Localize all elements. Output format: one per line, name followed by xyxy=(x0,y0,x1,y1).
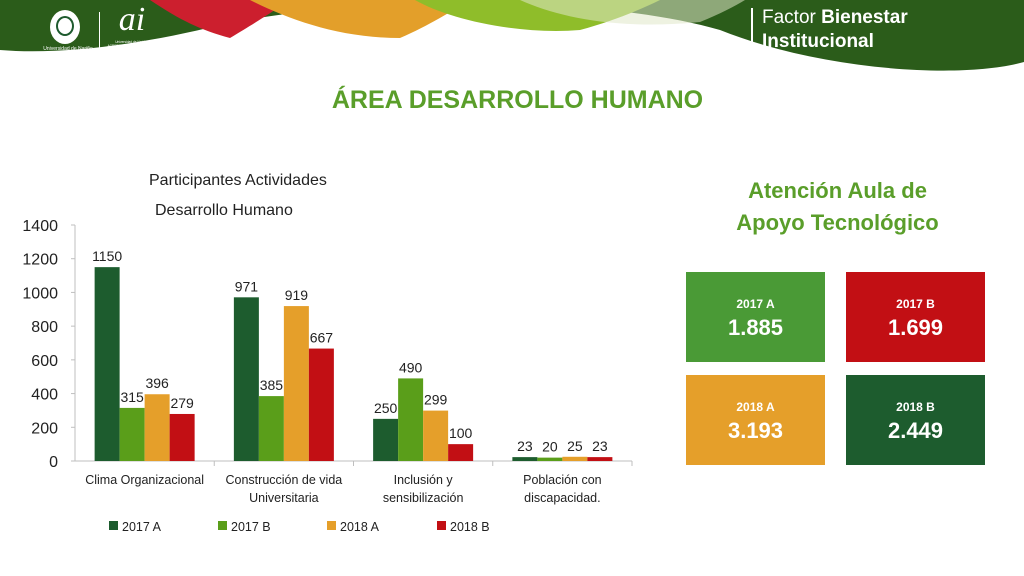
y-tick-label: 0 xyxy=(49,454,58,471)
accreditation-logo: ai Universidad de Nariño · ACREDITACIÓN … xyxy=(104,1,160,66)
bar xyxy=(373,418,399,461)
bar xyxy=(537,457,563,461)
legend-label: 2017 A xyxy=(122,520,162,534)
bar xyxy=(423,410,449,461)
legend-label: 2017 B xyxy=(231,520,271,534)
bar xyxy=(562,456,588,461)
bar-data-label: 396 xyxy=(145,375,169,391)
university-name: Universidad de Nariño xyxy=(43,46,93,52)
aula-title: Atención Aula de Apoyo Tecnológico xyxy=(700,175,975,239)
aula-box-label: 2017 B xyxy=(896,297,935,311)
aula-box-2017a: 2017 A 1.885 xyxy=(686,272,825,362)
aula-box-label: 2018 B xyxy=(896,400,935,414)
bar-data-label: 20 xyxy=(542,439,558,455)
category-label: Clima Organizacional xyxy=(85,473,204,487)
aula-box-2017b: 2017 B 1.699 xyxy=(846,272,985,362)
bar xyxy=(258,396,284,461)
bar-data-label: 25 xyxy=(567,438,583,454)
crest-icon xyxy=(50,10,80,44)
logo-divider xyxy=(99,12,100,56)
bar xyxy=(169,413,195,461)
aula-box-2018b: 2018 B 2.449 xyxy=(846,375,985,465)
factor-divider xyxy=(751,8,753,46)
page-title: ÁREA DESARROLLO HUMANO xyxy=(331,86,704,114)
aula-box-value: 3.193 xyxy=(727,418,784,443)
bar-data-label: 23 xyxy=(517,438,533,454)
legend-swatch xyxy=(218,521,227,530)
chart-title-line1: Participantes Actividades xyxy=(149,172,327,189)
bar xyxy=(144,394,170,461)
bar xyxy=(512,457,538,461)
aula-box-value: 2.449 xyxy=(887,418,944,443)
aula-title-line1: Atención Aula de xyxy=(748,178,927,203)
aula-box-label: 2017 A xyxy=(736,297,775,311)
bar-data-label: 385 xyxy=(260,377,284,393)
y-tick-label: 200 xyxy=(31,420,58,437)
y-tick-label: 800 xyxy=(31,319,58,336)
bar xyxy=(308,348,334,461)
y-tick-label: 400 xyxy=(31,387,58,404)
category-label: Construcción de vida xyxy=(226,473,343,487)
chart-title-line2: Desarrollo Humano xyxy=(155,202,293,219)
bar xyxy=(119,407,145,461)
bar xyxy=(448,444,474,461)
bar xyxy=(233,297,259,461)
university-logo: Universidad de Nariño FUNDADA EN 1904 xyxy=(36,10,96,58)
aula-box-value: 1.699 xyxy=(887,315,944,340)
ai-logo-text: ai xyxy=(118,1,146,38)
header-shapes xyxy=(0,0,1024,71)
bar-data-label: 1150 xyxy=(92,248,122,264)
legend-swatch xyxy=(327,521,336,530)
category-label: Inclusión y xyxy=(394,473,454,487)
header-banner: Universidad de Nariño FUNDADA EN 1904 ai… xyxy=(0,0,1024,80)
legend-label: 2018 B xyxy=(450,520,490,534)
factor-title: Factor Bienestar Institucional xyxy=(762,6,908,54)
bar xyxy=(587,457,613,461)
y-tick-label: 1200 xyxy=(22,252,58,269)
category-label: Universitaria xyxy=(249,491,319,505)
ai-logo-subtext: Universidad de Nariño · ACREDITACIÓN INS… xyxy=(107,40,157,48)
bar xyxy=(94,267,120,461)
bar-data-label: 971 xyxy=(235,278,259,294)
factor-bold-word: Bienestar xyxy=(821,7,908,28)
bar-data-label: 279 xyxy=(170,395,194,411)
category-label: discapacidad. xyxy=(524,491,600,505)
aula-box-value: 1.885 xyxy=(727,315,784,340)
y-tick-label: 600 xyxy=(31,353,58,370)
factor-word: Factor xyxy=(762,7,822,28)
legend-label: 2018 A xyxy=(340,520,380,534)
category-label: Población con xyxy=(523,473,602,487)
bar-data-label: 667 xyxy=(310,330,334,346)
bar-data-label: 23 xyxy=(592,438,608,454)
category-label: sensibilización xyxy=(383,491,464,505)
bar-data-label: 299 xyxy=(424,392,448,408)
y-tick-label: 1000 xyxy=(22,285,58,302)
bar-data-label: 490 xyxy=(399,359,423,375)
bar xyxy=(398,378,424,461)
bar-data-label: 919 xyxy=(285,287,309,303)
bar xyxy=(283,306,309,461)
aula-title-line2: Apoyo Tecnológico xyxy=(736,210,939,235)
y-tick-label: 1400 xyxy=(22,218,58,235)
bar-data-label: 250 xyxy=(374,400,398,416)
bar-data-label: 100 xyxy=(449,425,473,441)
university-founded: FUNDADA EN 1904 xyxy=(52,52,84,56)
aula-box-label: 2018 A xyxy=(736,400,775,414)
factor-line2: Institucional xyxy=(762,31,874,52)
bar-data-label: 315 xyxy=(120,389,144,405)
aula-box-2018a: 2018 A 3.193 xyxy=(686,375,825,465)
legend-swatch xyxy=(437,521,446,530)
legend-swatch xyxy=(109,521,118,530)
